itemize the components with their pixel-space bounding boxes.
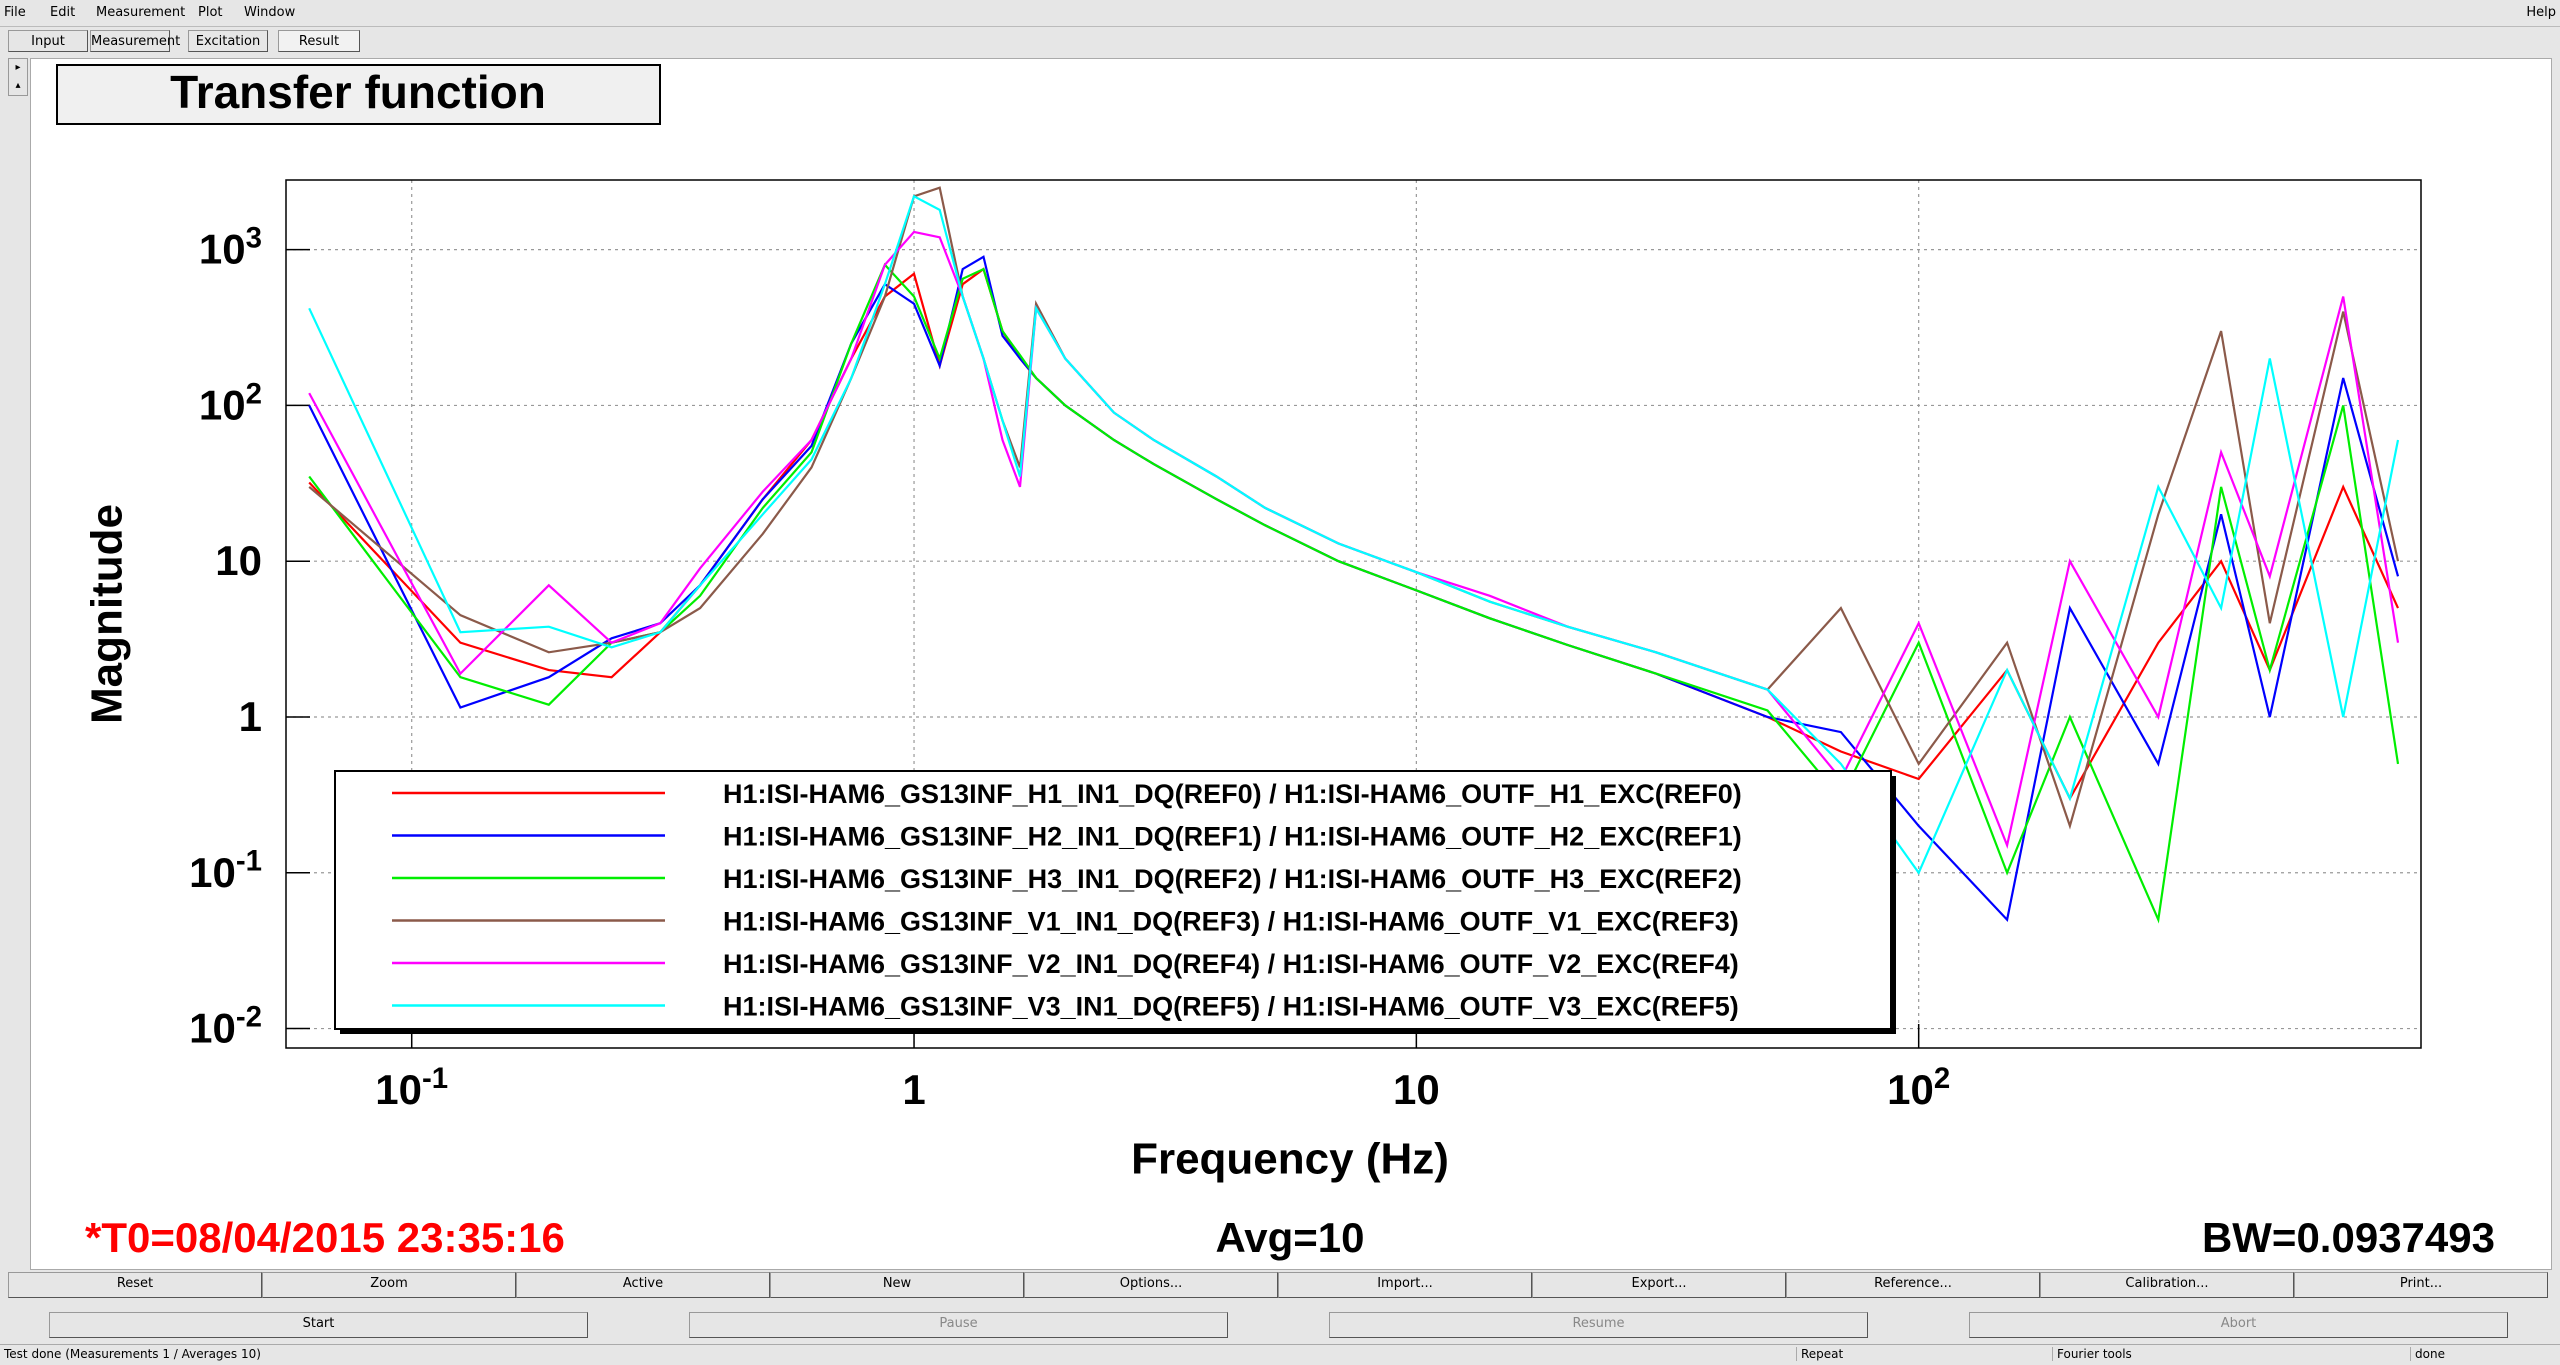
legend-label: H1:ISI-HAM6_GS13INF_H2_IN1_DQ(REF1) / H1…: [723, 822, 1742, 852]
control-button[interactable]: Start: [49, 1312, 588, 1338]
button[interactable]: Import...: [1278, 1272, 1532, 1298]
menu-item[interactable]: Measurement: [96, 5, 186, 20]
title-box: [56, 64, 661, 125]
x-tick-label: 10-1: [375, 1062, 448, 1113]
legend-label: H1:ISI-HAM6_GS13INF_H1_IN1_DQ(REF0) / H1…: [723, 779, 1742, 809]
status-field: done: [2410, 1347, 2445, 1361]
menu-item[interactable]: Plot: [198, 5, 223, 20]
control-row: Start Pause Resume Abort: [0, 1312, 2560, 1340]
legend-label: H1:ISI-HAM6_GS13INF_H3_IN1_DQ(REF2) / H1…: [723, 864, 1742, 894]
legend-label: H1:ISI-HAM6_GS13INF_V2_IN1_DQ(REF4) / H1…: [723, 949, 1739, 979]
y-tick-label: 10-1: [189, 845, 262, 896]
x-axis-label: Frequency (Hz): [1131, 1135, 1449, 1184]
button[interactable]: Zoom: [262, 1272, 516, 1298]
chart: Transfer function Frequency (Hz) Magnitu…: [56, 64, 2495, 1261]
y-axis-label: Magnitude: [83, 504, 132, 724]
button[interactable]: Reset: [8, 1272, 262, 1298]
legend-box: [334, 770, 1892, 1030]
button-row: Reset Zoom Active New Options... Import... Exp…: [0, 1272, 2560, 1300]
legend-label: H1:ISI-HAM6_GS13INF_V3_IN1_DQ(REF5) / H1…: [723, 992, 1739, 1022]
avg-label: Avg=10: [1215, 1214, 1364, 1261]
series-line: [308, 194, 2400, 876]
status-field: Repeat: [1796, 1347, 1843, 1361]
button[interactable]: Calibration...: [2040, 1272, 2294, 1298]
menu-help[interactable]: Help: [2526, 5, 2556, 20]
button[interactable]: Print...: [2294, 1272, 2548, 1298]
tab[interactable]: Measurement: [90, 30, 180, 52]
pad-arrows[interactable]: ▸ ▴: [8, 58, 28, 96]
bw-label: BW=0.0937493: [2202, 1214, 2495, 1261]
button[interactable]: Export...: [1532, 1272, 1786, 1298]
control-button[interactable]: Abort: [1969, 1312, 2508, 1338]
y-tick-label: 10-2: [189, 1000, 262, 1051]
y-tick-label: 10: [215, 537, 262, 584]
status-field: Fourier tools: [2052, 1347, 2132, 1361]
series-line: [308, 262, 2400, 924]
control-button[interactable]: Pause: [689, 1312, 1228, 1338]
x-tick-label: 102: [1887, 1062, 1950, 1113]
menu-item[interactable]: File: [4, 5, 26, 20]
button[interactable]: Active: [516, 1272, 770, 1298]
tab-bar: Input Measurement Excitation Result: [0, 28, 2560, 54]
tab[interactable]: Excitation: [188, 30, 268, 52]
x-tick-label: 10: [1393, 1066, 1440, 1113]
button[interactable]: Options...: [1024, 1272, 1278, 1298]
x-tick-label: 1: [902, 1066, 925, 1113]
y-tick-label: 103: [199, 221, 262, 272]
status-bar: Test done (Measurements 1 / Averages 10)…: [0, 1344, 2560, 1365]
tab[interactable]: Result: [278, 30, 360, 52]
status-field: Test done (Measurements 1 / Averages 10): [4, 1347, 261, 1361]
y-tick-label: 102: [199, 377, 262, 428]
tab[interactable]: Input: [8, 30, 88, 52]
button[interactable]: New: [770, 1272, 1024, 1298]
button[interactable]: Reference...: [1786, 1272, 2040, 1298]
menu-bar: File Edit Measurement Plot Window Help: [0, 0, 2560, 27]
plot-frame: [285, 179, 2422, 1049]
menu-item[interactable]: Window: [244, 5, 296, 20]
t0-label: *T0=08/04/2015 23:35:16: [85, 1214, 565, 1261]
chart-title: Transfer function: [170, 66, 546, 118]
control-button[interactable]: Resume: [1329, 1312, 1868, 1338]
legend-label: H1:ISI-HAM6_GS13INF_V1_IN1_DQ(REF3) / H1…: [723, 907, 1739, 937]
y-tick-label: 1: [239, 693, 262, 740]
menu-item[interactable]: Edit: [50, 5, 76, 20]
